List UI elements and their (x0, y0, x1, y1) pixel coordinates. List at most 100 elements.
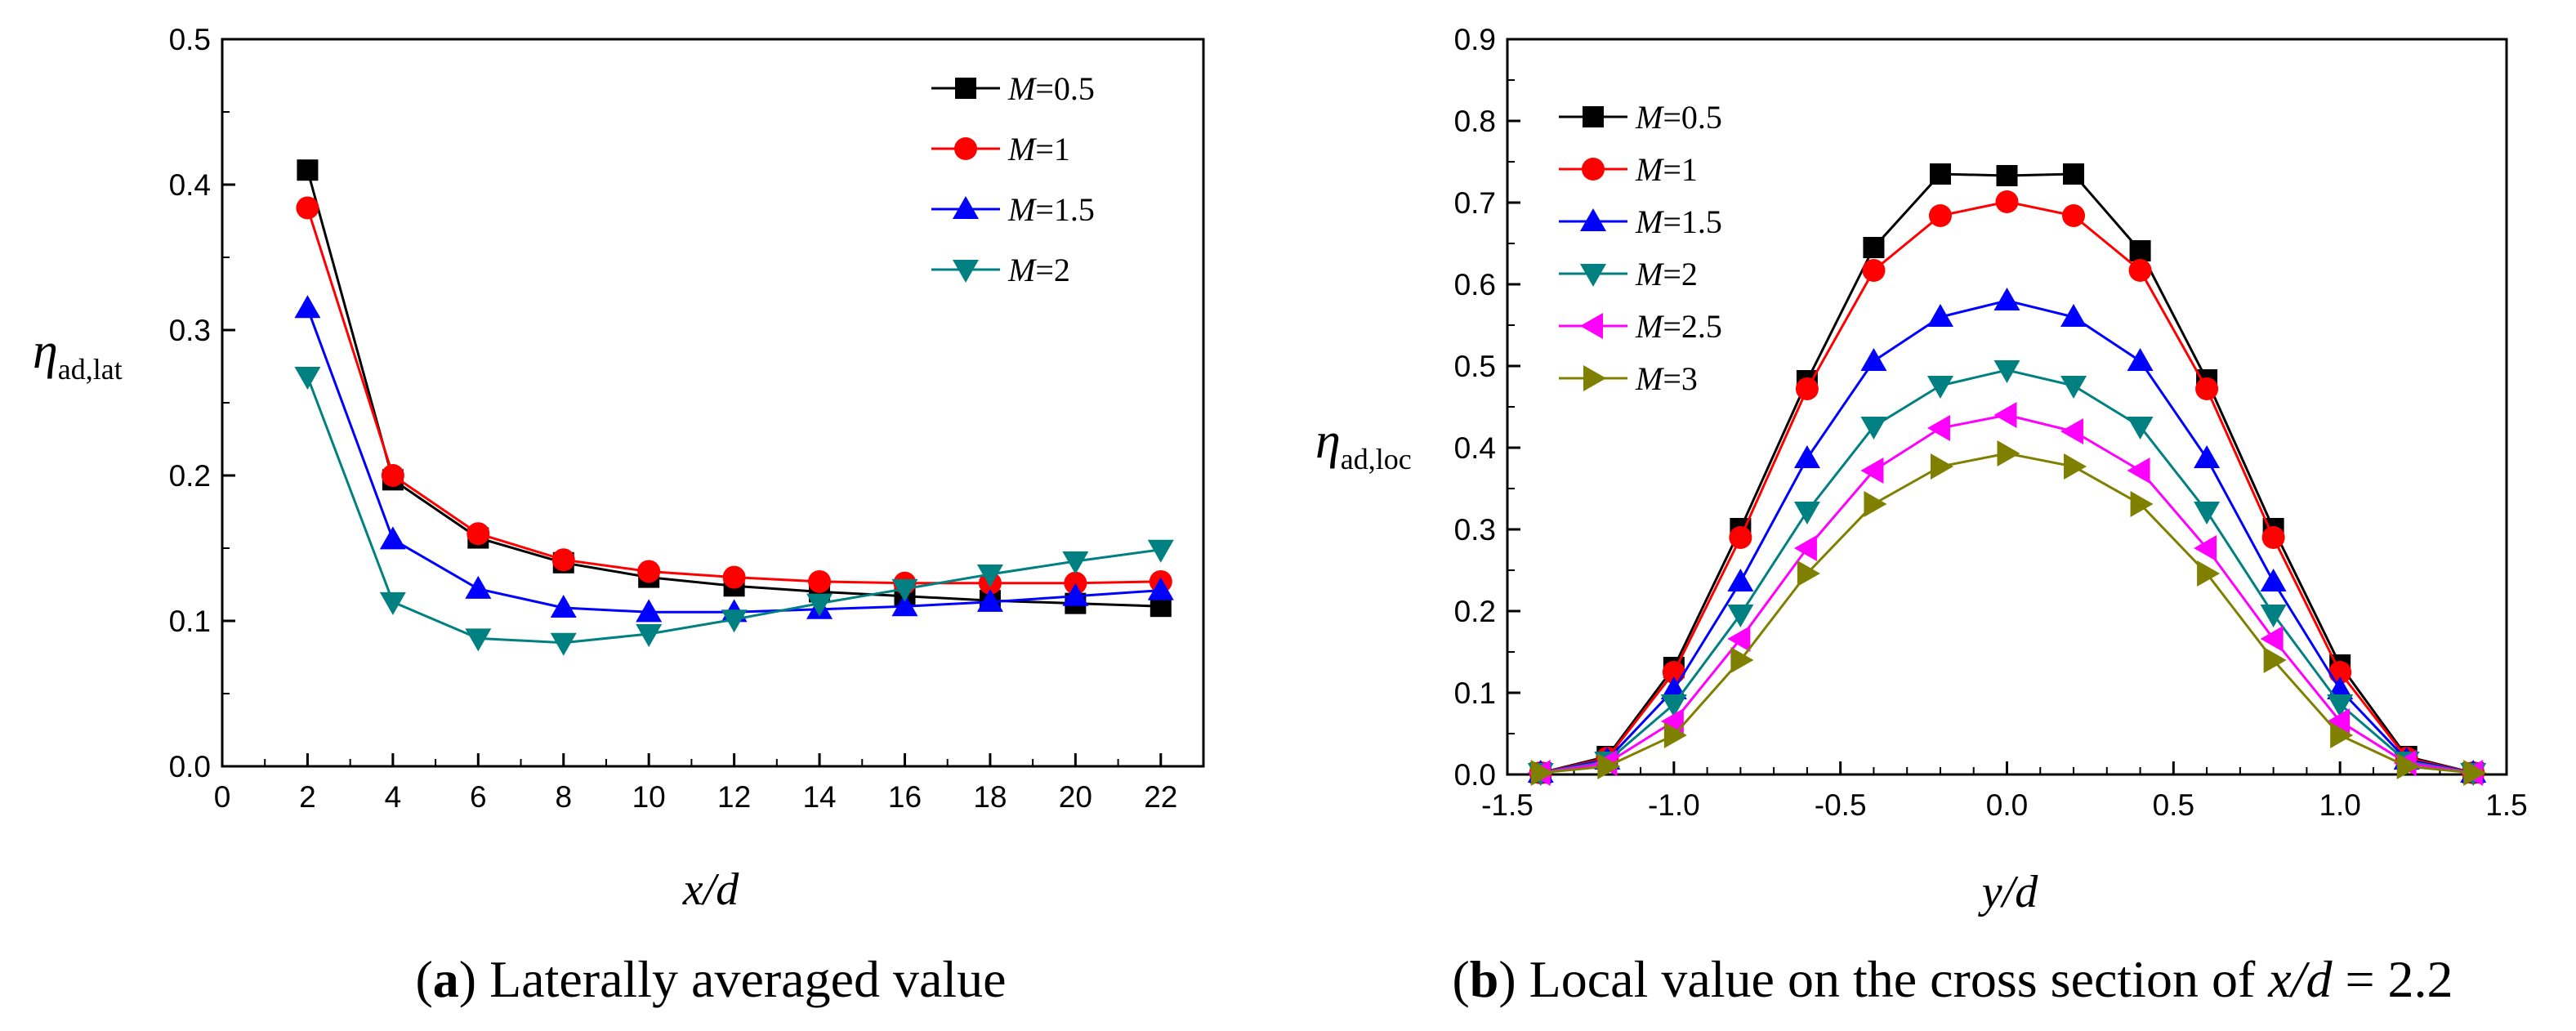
caption-b: (b) Local value on the cross section of … (1452, 950, 2453, 1008)
data-point (294, 295, 321, 319)
legend-label: M=1.5 (1007, 191, 1095, 228)
data-point (1147, 577, 1174, 600)
data-point (1860, 348, 1887, 371)
x-axis-title-b: y/d (1978, 867, 2038, 917)
x-tick-label: 22 (1144, 780, 1177, 814)
data-point (1793, 502, 1820, 524)
x-tick-label: -1.5 (1481, 788, 1534, 822)
x-tick-label: 8 (555, 780, 572, 814)
legend-marker (1583, 106, 1604, 127)
legend-a: M=0.5 M=1 M=1.5 M=2 (931, 70, 1095, 288)
legend-item: M=2 (931, 252, 1070, 288)
x-tick-label: 1.5 (2485, 788, 2527, 822)
y-tick-label: 0.1 (1454, 676, 1496, 710)
legend-marker (955, 78, 976, 99)
axis-ticks-b: -1.5 -1.0 -0.5 0.0 0.5 1.0 1.5 0.0 0.1 0.2 0.3 0.4 0… (1454, 23, 2528, 822)
data-point (721, 609, 748, 633)
y-tick-label: 0.8 (1454, 105, 1496, 138)
data-point (379, 591, 406, 615)
data-point (2195, 377, 2219, 400)
data-point (1795, 377, 1819, 400)
data-point (1926, 376, 1953, 399)
data-point (1993, 360, 2020, 383)
data-point (1793, 535, 1817, 561)
data-point (1995, 190, 2019, 213)
y-tick-label: 0.2 (169, 459, 211, 493)
data-point (2062, 204, 2086, 227)
series-M=2 (294, 366, 1174, 656)
legend-label: M=2 (1007, 252, 1070, 288)
legend-item: M=2 (1559, 256, 1698, 292)
data-point (1996, 165, 2018, 186)
legend-item: M=1.5 (931, 191, 1095, 228)
x-tick-label: 4 (385, 780, 402, 814)
legend-item: M=0.5 (931, 70, 1095, 107)
caption-a-text: Laterally averaged value (489, 950, 1007, 1008)
legend-marker (1583, 365, 1606, 391)
data-point (379, 526, 406, 550)
legend-label: M=2 (1635, 256, 1698, 292)
data-point (722, 565, 746, 589)
data-point (2060, 418, 2084, 444)
x-tick-label: 16 (888, 780, 922, 814)
data-point (1997, 440, 2020, 466)
data-point (465, 628, 492, 652)
legend-label: M=0.5 (1007, 70, 1095, 107)
data-point (1993, 288, 2020, 310)
y-axis-title-a: ηad,lat (33, 324, 123, 386)
data-point (636, 624, 663, 648)
data-point (2129, 240, 2151, 261)
data-point (2194, 502, 2221, 524)
data-point (976, 565, 1003, 588)
caption-b-variable: x/d (2267, 950, 2333, 1008)
y-tick-label: 0.6 (1454, 268, 1496, 301)
chart-panel-a: 0 2 4 6 8 10 12 14 16 18 20 22 0.0 0.1 0.2 0.3 0.4 0.5 M=… (33, 23, 1205, 1008)
data-point (1597, 753, 1621, 779)
x-tick-label: -0.5 (1815, 788, 1867, 822)
y-axis-title-a-subscript: ad,lat (58, 353, 123, 386)
data-point (1062, 582, 1089, 606)
legend-label: M=1 (1007, 131, 1070, 167)
y-tick-label: 0.2 (1454, 595, 1496, 628)
data-point (1530, 760, 1554, 786)
data-point (550, 594, 577, 618)
legend-marker (1580, 208, 1606, 231)
legend-b: M=0.5 M=1 M=1.5 M=2 M=2.5 M=3 (1559, 99, 1722, 397)
caption-b-letter: b (1470, 950, 1499, 1008)
x-tick-label: 0.5 (2153, 788, 2194, 822)
x-tick-label: 1.0 (2319, 788, 2360, 822)
data-point (1793, 445, 1820, 468)
legend-label: M=2.5 (1635, 308, 1722, 345)
legend-item: M=3 (1559, 360, 1698, 397)
axis-ticks-a: 0 2 4 6 8 10 12 14 16 18 20 22 0.0 0.1 0.2 0.3 0.4 0.5 (169, 23, 1204, 814)
legend-item: M=1 (931, 131, 1070, 167)
y-tick-label: 0.0 (1454, 758, 1496, 792)
data-point (2060, 304, 2087, 327)
data-point (637, 560, 661, 583)
data-point (294, 366, 321, 390)
x-tick-label: 0 (214, 780, 231, 814)
y-tick-label: 0.0 (169, 750, 211, 783)
y-axis-title-b-symbol: η (1315, 413, 1341, 469)
data-point (551, 548, 575, 572)
data-point (1663, 722, 1687, 748)
series-M=3 (1530, 440, 2487, 786)
data-point (1727, 569, 1754, 591)
legend-label: M=0.5 (1635, 99, 1722, 136)
x-tick-label: 20 (1059, 780, 1092, 814)
data-point (1062, 551, 1089, 575)
data-point (1729, 526, 1752, 549)
x-tick-label: -1.0 (1648, 788, 1700, 822)
y-tick-label: 0.5 (169, 23, 211, 56)
data-point (2463, 760, 2487, 786)
x-tick-label: 14 (802, 780, 836, 814)
chart-panel-b: -1.5 -1.0 -0.5 0.0 0.5 1.0 1.5 0.0 0.1 0.2 0.3 0.4 0… (1315, 23, 2528, 1008)
data-point (2127, 348, 2154, 371)
legend-item: M=1.5 (1559, 203, 1722, 240)
data-point (550, 632, 577, 656)
caption-a: (a) Laterally averaged value (415, 950, 1006, 1008)
data-point (2063, 163, 2085, 185)
data-point (2194, 445, 2221, 468)
y-axis-title-b-subscript: ad,loc (1341, 443, 1412, 475)
